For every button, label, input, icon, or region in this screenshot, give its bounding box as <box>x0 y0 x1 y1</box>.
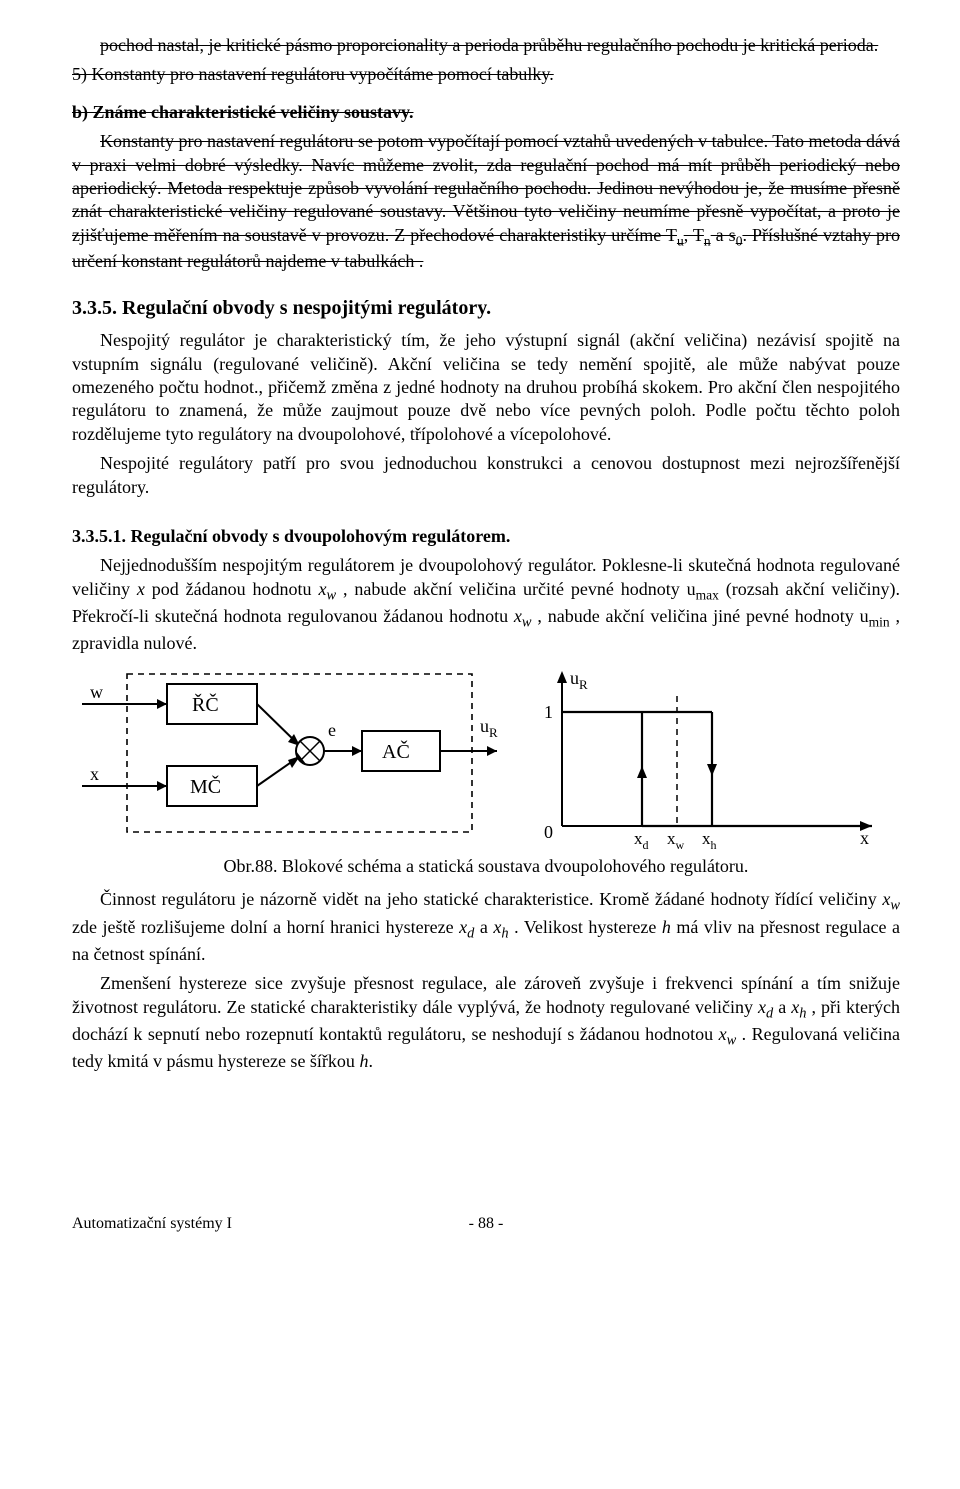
var-x: x <box>137 579 145 599</box>
text: pochod nastal, je kritické pásmo proporc… <box>100 35 878 55</box>
text: , nabude akční veličina jiné pevné hodno… <box>532 606 869 626</box>
block-diagram: w x ŘČ MČ e AČ uR <box>72 666 502 846</box>
text: , nabude akční veličina určité pevné hod… <box>336 579 696 599</box>
sub: w <box>727 1033 737 1049</box>
figure-88: w x ŘČ MČ e AČ uR <box>72 666 900 851</box>
label-w: w <box>90 682 103 702</box>
text: . <box>368 1051 373 1071</box>
sub: u <box>677 233 684 248</box>
text: . Velikost hystereze <box>509 917 662 937</box>
var-xw: x <box>514 606 522 626</box>
text: a <box>773 997 791 1017</box>
text: , T <box>684 225 704 245</box>
label-ur: uR <box>480 716 498 740</box>
section-3-3-5-1-p1: Nejjednodušším nespojitým regulátorem je… <box>72 554 900 655</box>
text: 3.3.5.1. Regulační obvody s dvoupolohový… <box>72 526 510 546</box>
label-e: e <box>328 720 336 740</box>
sub: min <box>869 615 890 630</box>
text: pod žádanou hodnotu <box>145 579 319 599</box>
text: 3.3.5. Regulační obvody s nespojitými re… <box>72 297 491 319</box>
label-x: x <box>90 764 99 784</box>
footer-left: Automatizační systémy I <box>72 1214 232 1235</box>
struck-para-1: pochod nastal, je kritické pásmo proporc… <box>72 34 900 57</box>
struck-list-5: 5) Konstanty pro nastavení regulátoru vy… <box>72 63 900 86</box>
section-3-3-5-1-title: 3.3.5.1. Regulační obvody s dvoupolohový… <box>72 525 900 548</box>
text: zde ještě rozlišujeme dolní a horní hran… <box>72 917 459 937</box>
footer-page-number: - 88 - <box>469 1214 504 1235</box>
text: 5) Konstanty pro nastavení regulátoru vy… <box>72 64 554 84</box>
label-xd: xd <box>634 829 649 851</box>
label-xaxis: x <box>860 828 869 848</box>
text: Činnost regulátoru je názorně vidět na j… <box>100 889 882 909</box>
label-mc: MČ <box>190 774 221 798</box>
var: h <box>662 917 671 937</box>
struck-heading-b: b) Známe charakteristické veličiny soust… <box>72 101 900 124</box>
page-footer: Automatizační systémy I - 88 - <box>72 1214 900 1235</box>
var: x <box>758 997 766 1017</box>
sub: w <box>890 898 900 914</box>
label-one: 1 <box>544 702 553 722</box>
sub: w <box>326 587 336 603</box>
struck-para-b: Konstanty pro nastavení regulátoru se po… <box>72 130 900 273</box>
figure-88-caption: Obr.88. Blokové schéma a statická sousta… <box>72 855 900 878</box>
label-y: uR <box>570 668 588 692</box>
sub: n <box>704 233 711 248</box>
after-fig-p2: Zmenšení hystereze sice zvyšuje přesnost… <box>72 972 900 1073</box>
sub: h <box>501 925 508 941</box>
label-zero: 0 <box>544 822 553 842</box>
text: Nespojité regulátory patří pro svou jedn… <box>72 453 900 496</box>
text: a <box>474 917 493 937</box>
text: Obr.88. Blokové schéma a statická sousta… <box>224 856 749 876</box>
text: Nespojitý regulátor je charakteristický … <box>72 330 900 444</box>
var: x <box>459 917 467 937</box>
after-fig-p1: Činnost regulátoru je názorně vidět na j… <box>72 888 900 966</box>
sub: max <box>696 587 719 602</box>
label-rc: ŘČ <box>192 692 219 716</box>
label-ac: AČ <box>382 739 410 763</box>
section-3-3-5-title: 3.3.5. Regulační obvody s nespojitými re… <box>72 295 900 321</box>
section-3-3-5-p2: Nespojité regulátory patří pro svou jedn… <box>72 452 900 499</box>
var: x <box>719 1024 727 1044</box>
static-characteristic-plot: uR 1 0 xd xw xh x <box>522 666 882 851</box>
text: b) Známe charakteristické veličiny soust… <box>72 102 413 122</box>
section-3-3-5-p1: Nespojitý regulátor je charakteristický … <box>72 329 900 446</box>
label-xh: xh <box>702 829 717 851</box>
label-xw: xw <box>667 829 685 851</box>
text: a s <box>711 225 736 245</box>
sub: w <box>522 615 532 631</box>
